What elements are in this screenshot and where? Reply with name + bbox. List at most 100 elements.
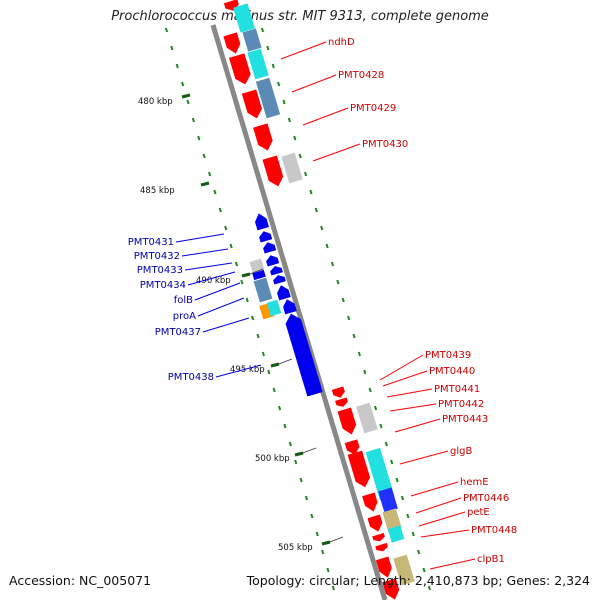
gene-label-reverse[interactable]: PMT0438 — [168, 372, 214, 383]
gene-label-reverse[interactable]: PMT0433 — [137, 265, 183, 276]
scale-tick — [224, 225, 228, 231]
scale-tick — [330, 261, 335, 267]
gene-label-reverse[interactable]: PMT0432 — [134, 251, 180, 262]
scale-tick — [229, 243, 233, 249]
scale-tick — [357, 351, 361, 357]
feature-block — [253, 277, 273, 303]
label-leader-line — [386, 388, 433, 398]
scale-tick — [368, 387, 372, 393]
gene-label-forward[interactable]: PMT0446 — [463, 493, 509, 504]
scale-tick — [164, 27, 169, 33]
label-leader-line — [418, 511, 466, 527]
feature-block — [233, 3, 255, 33]
scale-tick — [288, 441, 292, 447]
gene-label-forward[interactable]: PMT0442 — [438, 399, 484, 410]
scale-tick — [309, 189, 313, 195]
genome-summary-text: Topology: circular; Length: 2,410,873 bp… — [246, 573, 590, 588]
scale-major-tick — [181, 93, 191, 99]
forward-gene-arrow — [253, 123, 273, 151]
scale-tick — [170, 45, 174, 51]
label-leader-line — [312, 143, 361, 162]
scale-tick — [384, 441, 388, 447]
gene-label-forward[interactable]: PMT0443 — [442, 414, 488, 425]
genome-backbone — [210, 24, 388, 600]
label-leader-line — [194, 282, 241, 301]
label-leader-line — [382, 370, 428, 387]
scale-tick — [278, 405, 282, 411]
gene-label-forward[interactable]: ndhD — [328, 37, 355, 48]
scale-tick — [208, 171, 212, 177]
gene-label-forward[interactable]: PMT0440 — [429, 366, 475, 377]
gene-label-reverse[interactable]: proA — [173, 311, 196, 322]
feature-block — [247, 48, 269, 80]
feature-block — [382, 508, 402, 532]
forward-gene-arrow — [337, 407, 357, 435]
scale-tick — [336, 279, 340, 285]
feature-block — [266, 299, 282, 317]
feature-block — [255, 77, 281, 119]
scale-label: 500 kbp — [255, 454, 290, 464]
gene-label-forward[interactable]: PMT0428 — [338, 70, 384, 81]
gene-label-forward[interactable]: clpB1 — [477, 554, 505, 565]
gene-label-forward[interactable]: PMT0439 — [425, 350, 471, 361]
scale-tick — [406, 513, 410, 519]
label-leader-line — [394, 418, 441, 433]
scale-tick — [400, 495, 405, 501]
scale-tick — [379, 423, 383, 429]
reverse-gene-arrow — [285, 313, 323, 397]
forward-gene-arrow — [375, 542, 388, 552]
label-leader-line — [175, 233, 225, 243]
gene-label-forward[interactable]: glgB — [450, 446, 472, 457]
scale-tick — [260, 27, 265, 33]
label-leader-line — [181, 248, 229, 257]
gene-label-forward[interactable]: PMT0441 — [434, 384, 480, 395]
label-leader-line — [379, 354, 424, 381]
forward-gene-arrow — [347, 450, 371, 488]
label-leader-line — [302, 107, 349, 126]
scale-label: 495 kbp — [230, 365, 265, 375]
label-leader-line — [187, 271, 236, 286]
scale-tick — [352, 333, 356, 339]
scale-leader-line — [246, 268, 264, 276]
gene-label-forward[interactable]: PMT0448 — [471, 525, 517, 536]
label-leader-line — [420, 529, 470, 538]
gene-label-reverse[interactable]: PMT0431 — [128, 237, 174, 248]
feature-block — [393, 554, 415, 586]
scale-tick — [374, 405, 378, 411]
scale-tick — [181, 81, 185, 87]
scale-tick — [331, 585, 335, 591]
forward-gene-arrow — [375, 556, 392, 578]
scale-tick — [186, 99, 190, 105]
forward-gene-arrow — [331, 386, 345, 398]
scale-tick — [271, 63, 275, 69]
scale-tick — [422, 567, 426, 573]
forward-gene-arrow — [344, 439, 360, 455]
gene-label-reverse[interactable]: PMT0437 — [155, 327, 201, 338]
feature-block — [365, 447, 395, 501]
scale-tick — [202, 153, 206, 159]
scale-tick — [277, 81, 281, 87]
label-leader-line — [399, 450, 449, 465]
reverse-gene-arrow — [259, 231, 273, 243]
forward-gene-arrow — [367, 514, 383, 532]
gene-label-forward[interactable]: PMT0429 — [350, 103, 396, 114]
scale-tick — [411, 531, 415, 537]
scale-tick — [363, 369, 367, 375]
gene-label-reverse[interactable]: folB — [174, 295, 193, 306]
scale-tick — [417, 549, 421, 555]
gene-label-forward[interactable]: PMT0430 — [362, 139, 408, 150]
gene-label-forward[interactable]: hemE — [460, 477, 489, 488]
accession-text: Accession: NC_005071 — [9, 573, 152, 588]
scale-tick — [427, 585, 431, 591]
scale-major-tick — [200, 181, 210, 187]
scale-tick — [267, 369, 271, 375]
gene-label-reverse[interactable]: PMT0434 — [140, 280, 186, 291]
scale-tick — [314, 207, 318, 213]
scale-tick — [315, 531, 319, 537]
scale-tick — [191, 117, 195, 123]
label-leader-line — [415, 497, 462, 514]
gene-label-forward[interactable]: petE — [467, 507, 490, 518]
scale-tick — [175, 63, 179, 69]
scale-tick — [310, 513, 314, 519]
